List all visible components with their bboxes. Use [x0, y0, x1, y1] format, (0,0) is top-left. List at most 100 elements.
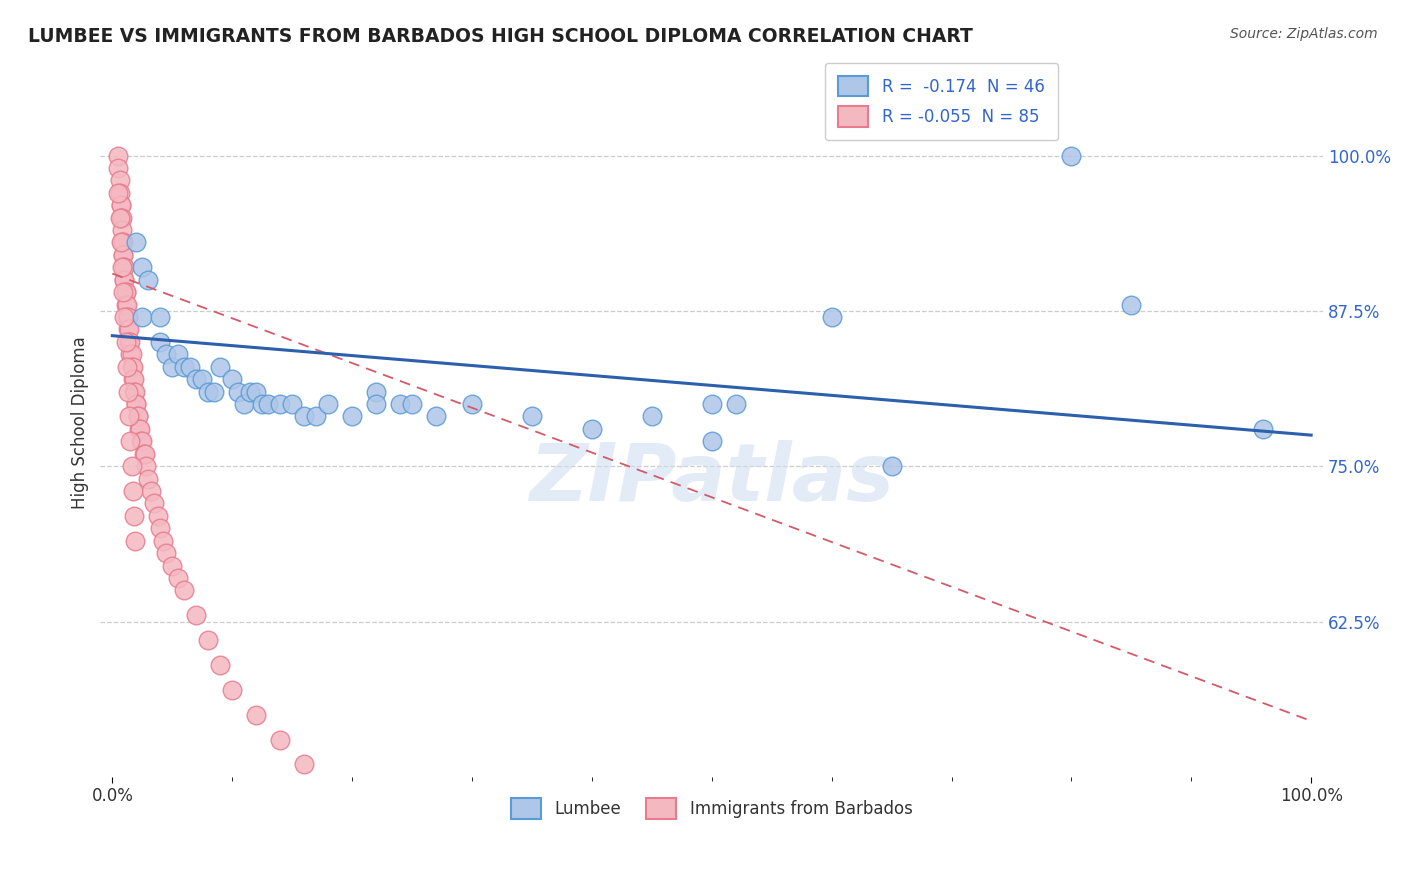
Point — [292, 757, 315, 772]
Point — [209, 658, 232, 673]
Point — [124, 384, 146, 399]
Point — [316, 397, 339, 411]
Point — [401, 397, 423, 411]
Point — [281, 397, 304, 411]
Point — [149, 521, 172, 535]
Point — [305, 409, 328, 424]
Point — [340, 807, 363, 822]
Point — [1251, 422, 1274, 436]
Point — [134, 447, 156, 461]
Point — [118, 409, 141, 424]
Point — [167, 347, 190, 361]
Point — [115, 298, 138, 312]
Point — [364, 832, 387, 847]
Point — [120, 334, 142, 349]
Point — [125, 397, 148, 411]
Point — [124, 533, 146, 548]
Point — [316, 782, 339, 797]
Point — [112, 310, 135, 324]
Point — [221, 372, 243, 386]
Point — [121, 359, 143, 374]
Point — [179, 359, 201, 374]
Point — [114, 298, 136, 312]
Point — [226, 384, 249, 399]
Point — [136, 273, 159, 287]
Point — [239, 384, 262, 399]
Point — [112, 285, 135, 300]
Point — [186, 608, 208, 623]
Point — [233, 397, 256, 411]
Point — [197, 633, 219, 648]
Point — [269, 397, 291, 411]
Point — [128, 422, 150, 436]
Point — [122, 372, 145, 386]
Point — [107, 186, 129, 200]
Point — [117, 310, 139, 324]
Point — [1060, 148, 1083, 162]
Point — [112, 273, 135, 287]
Point — [389, 397, 412, 411]
Point — [108, 211, 131, 225]
Y-axis label: High School Diploma: High School Diploma — [72, 336, 89, 509]
Point — [173, 583, 195, 598]
Point — [269, 732, 291, 747]
Point — [125, 235, 148, 250]
Point — [700, 434, 723, 449]
Point — [581, 422, 603, 436]
Point — [117, 384, 139, 399]
Point — [173, 359, 195, 374]
Point — [340, 409, 363, 424]
Point — [112, 248, 135, 262]
Point — [131, 434, 153, 449]
Point — [136, 472, 159, 486]
Point — [120, 347, 142, 361]
Point — [186, 372, 208, 386]
Point — [129, 434, 152, 449]
Point — [115, 359, 138, 374]
Point — [143, 496, 166, 510]
Point — [139, 483, 162, 498]
Point — [245, 707, 267, 722]
Point — [111, 211, 134, 225]
Point — [108, 173, 131, 187]
Point — [110, 198, 132, 212]
Point — [107, 161, 129, 175]
Point — [114, 334, 136, 349]
Point — [111, 260, 134, 275]
Legend: Lumbee, Immigrants from Barbados: Lumbee, Immigrants from Barbados — [505, 791, 920, 825]
Point — [107, 148, 129, 162]
Point — [131, 260, 153, 275]
Point — [127, 409, 149, 424]
Point — [131, 310, 153, 324]
Point — [820, 310, 842, 324]
Point — [155, 347, 177, 361]
Point — [127, 409, 149, 424]
Point — [122, 508, 145, 523]
Text: LUMBEE VS IMMIGRANTS FROM BARBADOS HIGH SCHOOL DIPLOMA CORRELATION CHART: LUMBEE VS IMMIGRANTS FROM BARBADOS HIGH … — [28, 27, 973, 45]
Point — [121, 459, 143, 474]
Point — [117, 322, 139, 336]
Point — [121, 359, 143, 374]
Point — [111, 235, 134, 250]
Point — [118, 334, 141, 349]
Point — [149, 310, 172, 324]
Point — [245, 384, 267, 399]
Point — [152, 533, 174, 548]
Point — [120, 434, 142, 449]
Point — [209, 359, 232, 374]
Point — [114, 285, 136, 300]
Point — [108, 186, 131, 200]
Point — [112, 260, 135, 275]
Point — [364, 397, 387, 411]
Text: Source: ZipAtlas.com: Source: ZipAtlas.com — [1230, 27, 1378, 41]
Point — [112, 248, 135, 262]
Point — [425, 409, 447, 424]
Point — [162, 558, 184, 573]
Point — [641, 409, 664, 424]
Point — [112, 273, 135, 287]
Point — [724, 397, 747, 411]
Point — [250, 397, 273, 411]
Point — [520, 409, 543, 424]
Point — [257, 397, 280, 411]
Point — [121, 372, 143, 386]
